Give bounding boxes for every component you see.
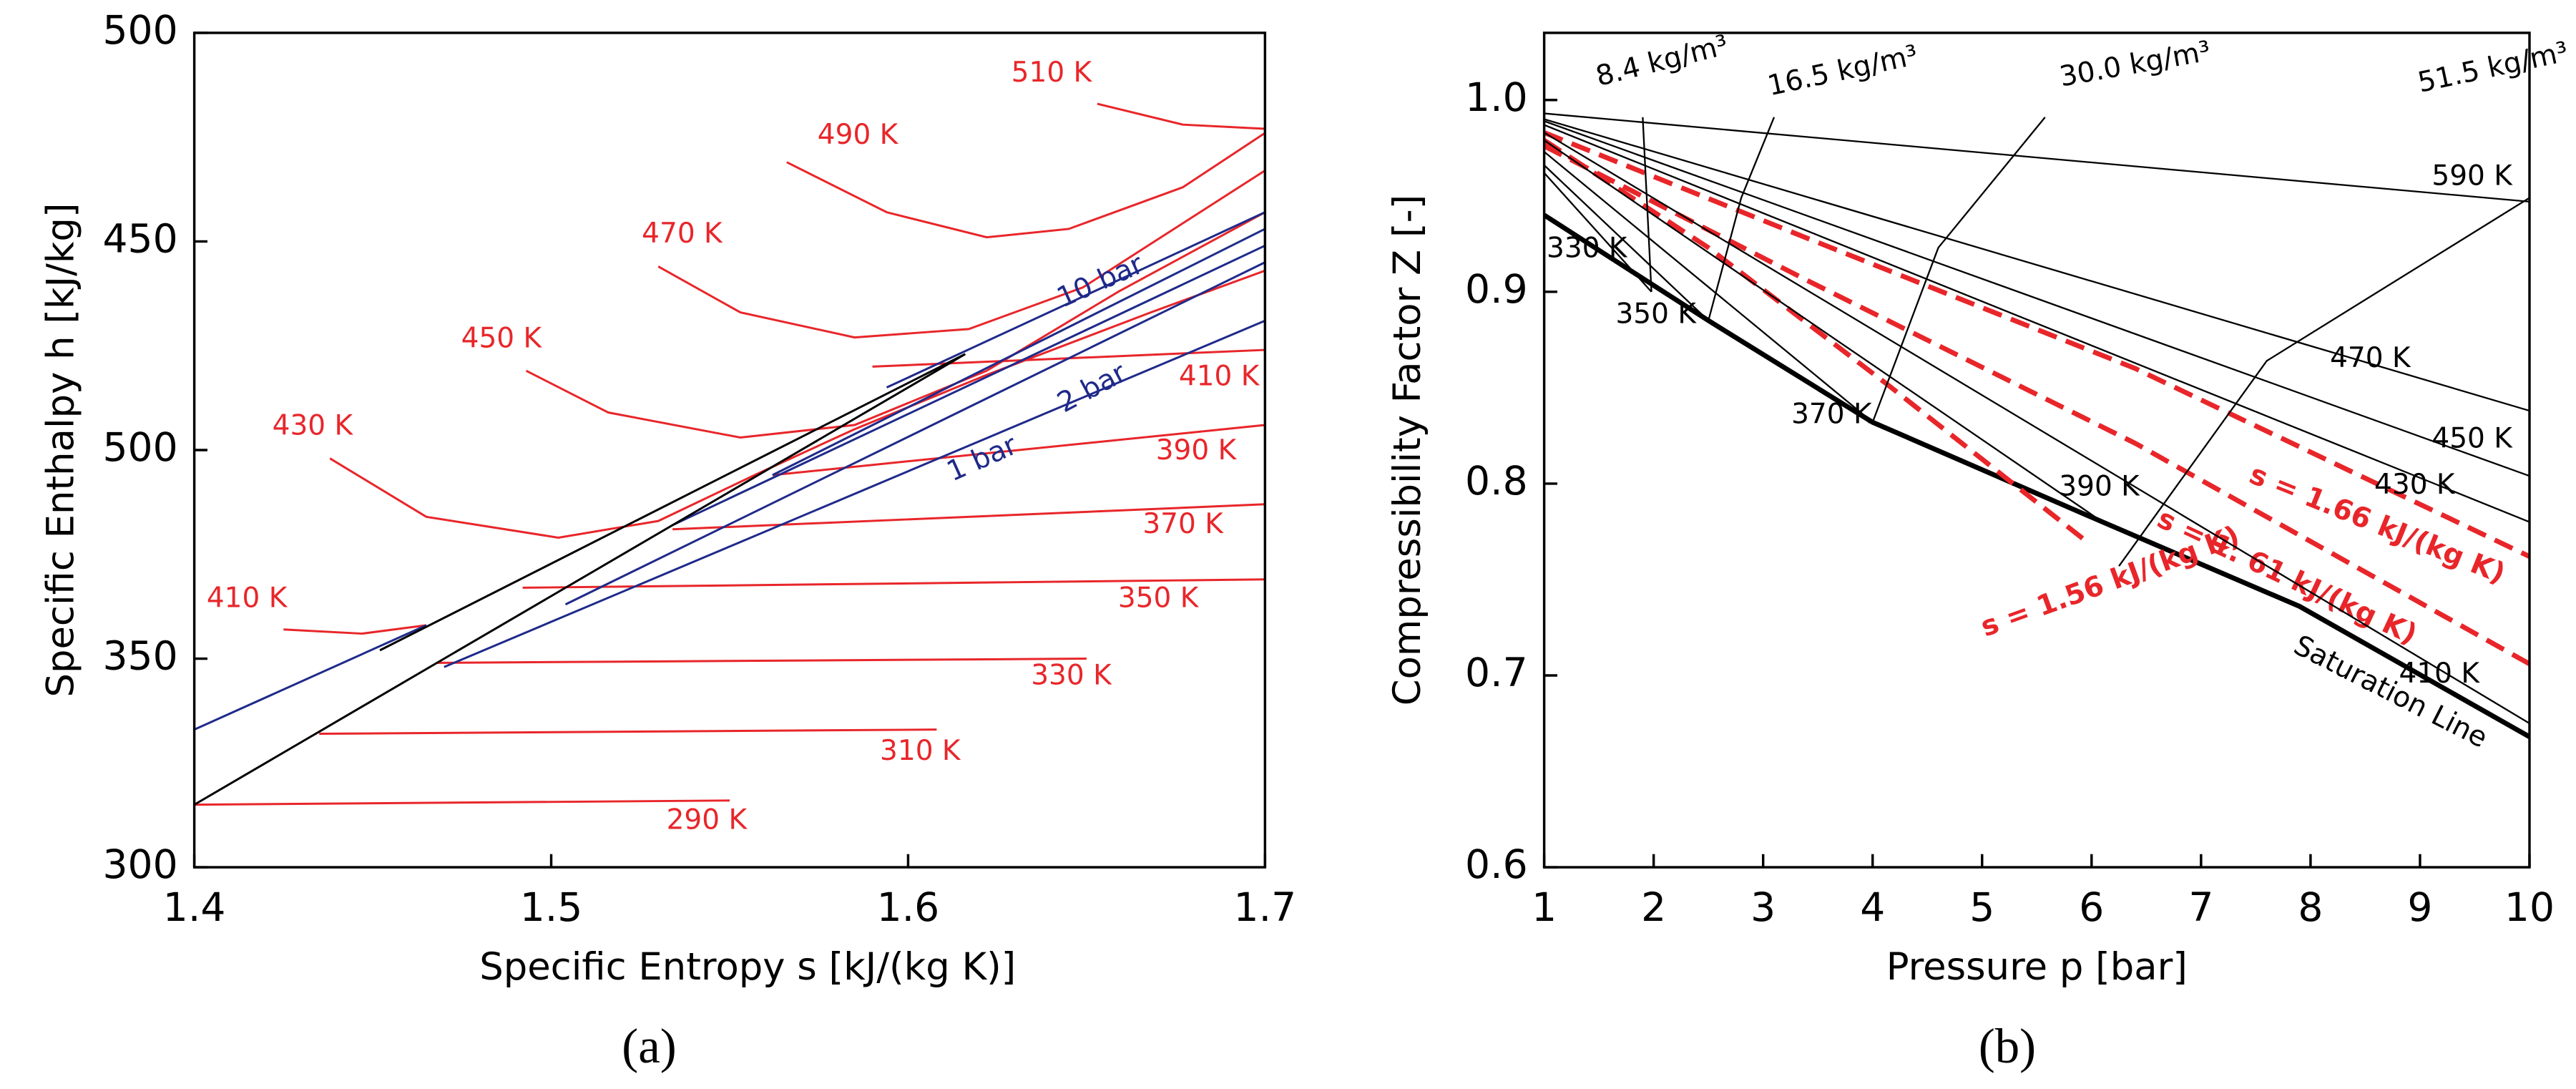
- series-line: [886, 211, 1265, 389]
- series-line: [319, 728, 937, 735]
- series-line: [194, 624, 427, 731]
- series-label: 2 bar: [1052, 356, 1132, 419]
- series-line: [1097, 102, 1265, 130]
- series-label: 330 K: [1547, 232, 1628, 264]
- x-tick-label: 1.5: [520, 884, 583, 930]
- series-line: [772, 228, 1266, 477]
- y-tick-label: 300: [103, 841, 178, 887]
- series-line: [1542, 213, 2531, 739]
- series-line: [1543, 140, 2103, 523]
- series-label: 350 K: [1615, 298, 1697, 330]
- series-line: [672, 503, 1265, 531]
- y-tick-label: 500: [103, 7, 178, 53]
- series-label: 410 K: [2399, 658, 2480, 690]
- series-line: [672, 244, 1265, 527]
- y-axis-label: Specific Enthalpy h [kJ/kg]: [39, 202, 83, 697]
- x-tick-label: 1: [1532, 884, 1557, 930]
- series-line: [2118, 197, 2530, 567]
- series-line: [1544, 120, 2530, 477]
- series-label: 30.0 kg/m³: [2057, 35, 2213, 93]
- series-label: 390 K: [2059, 470, 2140, 502]
- series-line: [1544, 132, 2530, 725]
- series-line: [1543, 165, 1709, 321]
- series-label: 410 K: [207, 582, 288, 614]
- series-line: [193, 353, 966, 806]
- y-tick-label: 1.0: [1465, 74, 1528, 120]
- series-line: [329, 269, 1265, 539]
- caption: (a): [622, 1019, 676, 1073]
- series-line: [525, 211, 1266, 439]
- series-line: [1543, 144, 2531, 666]
- plot-frame: [1542, 31, 2531, 869]
- x-tick-label: 5: [1969, 884, 1994, 930]
- x-tick-label: 9: [2407, 884, 2432, 930]
- series-label: 510 K: [1012, 57, 1093, 89]
- series-line: [564, 261, 1266, 606]
- x-tick-label: 7: [2188, 884, 2213, 930]
- series-line: [1544, 124, 2530, 523]
- x-axis-label: Specific Entropy s [kJ/(kg K)]: [479, 945, 1016, 989]
- series-label: 370 K: [1791, 398, 1873, 430]
- x-tick-label: 1.4: [163, 884, 226, 930]
- series-label: 350 K: [1118, 582, 1200, 614]
- series-label: Saturation Line: [2288, 629, 2492, 754]
- x-tick-label: 3: [1750, 884, 1776, 930]
- series-label: 590 K: [2431, 160, 2513, 192]
- series-line: [1871, 117, 2046, 423]
- series-line: [1543, 172, 1652, 293]
- series-label: 8.4 kg/m³: [1592, 29, 1731, 93]
- series-line: [1542, 138, 2088, 544]
- series-line: [786, 132, 1266, 239]
- x-tick-label: 2: [1641, 884, 1666, 930]
- series-line: [444, 319, 1265, 668]
- series-line: [1544, 118, 2530, 412]
- y-tick-label: 450: [103, 216, 178, 262]
- series-line: [1544, 112, 2530, 202]
- series-line: [1543, 130, 2531, 559]
- series-label: 470 K: [2330, 342, 2411, 374]
- x-tick-label: 1.7: [1234, 884, 1297, 930]
- plot-frame: [192, 31, 1267, 869]
- y-axis-label: Compressibility Factor Z [-]: [1386, 195, 1429, 705]
- series-line: [657, 170, 1266, 339]
- series-label: 430 K: [273, 409, 354, 441]
- series-label: 330 K: [1031, 659, 1112, 691]
- series-line: [436, 658, 1087, 664]
- series-label: 1 bar: [942, 429, 1022, 488]
- y-tick-label: 0.6: [1465, 841, 1528, 887]
- series-label: 390 K: [1156, 434, 1238, 467]
- series-label: 16.5 kg/m³: [1765, 39, 1921, 102]
- y-tick-label: 0.8: [1465, 458, 1528, 504]
- series-label: 470 K: [642, 218, 723, 250]
- series-label: 290 K: [667, 804, 748, 836]
- series-label: 370 K: [1142, 508, 1224, 540]
- series-label: 430 K: [2374, 469, 2456, 501]
- series-line: [772, 424, 1265, 477]
- series-line: [522, 578, 1265, 589]
- x-tick-label: 6: [2079, 884, 2104, 930]
- series-label: 450 K: [461, 323, 543, 355]
- x-tick-label: 4: [1860, 884, 1885, 930]
- series-label: 490 K: [818, 119, 899, 151]
- x-axis-label: Pressure p [bar]: [1886, 945, 2188, 989]
- series-line: [1642, 117, 1652, 292]
- y-tick-label: 0.7: [1465, 650, 1528, 695]
- y-tick-label: 0.9: [1465, 266, 1528, 312]
- x-tick-label: 1.6: [877, 884, 940, 930]
- series-line: [1708, 117, 1776, 321]
- y-tick-label: 500: [103, 424, 178, 470]
- x-tick-label: 10: [2504, 884, 2555, 930]
- caption: (b): [1979, 1019, 2036, 1073]
- series-line: [379, 353, 966, 652]
- series-label: 310 K: [880, 735, 961, 767]
- series-line: [194, 799, 730, 806]
- series-line: [1543, 151, 1874, 424]
- series-label: 51.5 kg/m³: [2415, 36, 2571, 99]
- series-label: 410 K: [1179, 360, 1260, 392]
- y-tick-label: 350: [103, 633, 178, 679]
- series-label: 10 bar: [1052, 248, 1149, 314]
- x-tick-label: 8: [2298, 884, 2323, 930]
- series-label: 450 K: [2431, 423, 2513, 455]
